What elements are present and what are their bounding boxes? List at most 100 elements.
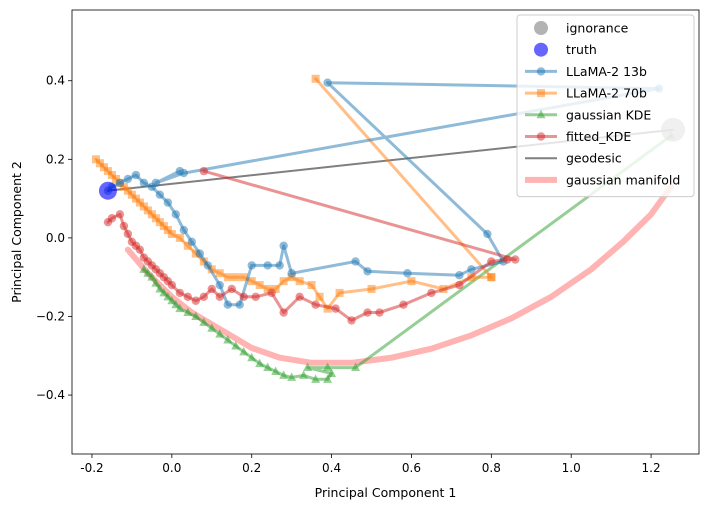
point-fitted-kde <box>183 292 193 302</box>
legend-swatch <box>534 42 548 57</box>
point-llama-2-13b <box>195 249 204 258</box>
point-llama-2-13b <box>175 166 185 176</box>
legend-item-geodesic: geodesic <box>525 151 622 166</box>
point-gaussian-kde <box>271 366 281 375</box>
point-llama-2-13b <box>455 271 464 280</box>
point-fitted-kde <box>427 288 436 298</box>
point-llama-2-13b <box>115 178 125 188</box>
point-llama-2-70b <box>335 288 344 297</box>
legend-label: LLaMA-2 70b <box>566 86 647 101</box>
legend-item-ignorance: ignorance <box>534 21 629 36</box>
point-llama-2-13b <box>363 267 372 276</box>
legend-item-llama-2-13b: LLaMA-2 13b <box>525 64 647 79</box>
legend-marker <box>536 109 546 119</box>
y-tick-label: 0.0 <box>46 231 65 245</box>
x-tick-label: 1.2 <box>642 461 661 475</box>
series-llama-2-13b <box>103 78 664 309</box>
point-gaussian-kde <box>143 268 153 277</box>
point-gaussian-kde <box>159 287 169 297</box>
point-gaussian-kde <box>183 307 193 317</box>
point-gaussian-kde <box>175 303 185 313</box>
point-llama-2-13b <box>187 237 197 247</box>
point-gaussian-kde <box>323 374 333 383</box>
point-gaussian-kde <box>167 295 177 305</box>
point-gaussian-kde <box>139 264 149 273</box>
point-fitted-kde <box>311 300 320 309</box>
point-gaussian-kde <box>351 362 361 372</box>
point-gaussian-kde <box>231 340 241 350</box>
series-gaussian-manifold <box>124 183 674 366</box>
point-llama-2-13b <box>151 178 161 188</box>
point-gaussian-kde <box>171 299 181 309</box>
series-line-llama-2-13b <box>106 81 661 307</box>
point-llama-2-70b <box>223 273 232 282</box>
point-fitted-kde <box>363 308 372 317</box>
point-llama-2-13b <box>171 210 181 219</box>
y-tick-label: −0.2 <box>36 309 65 323</box>
legend-item-fitted-kde: fitted_KDE <box>525 129 631 144</box>
point-llama-2-70b <box>247 277 256 286</box>
x-tick-label: 0.6 <box>402 461 421 475</box>
point-llama-2-13b <box>203 261 212 270</box>
point-llama-2-70b <box>295 277 304 286</box>
y-axis-label: Principal Component 2 <box>9 161 24 303</box>
point-llama-2-13b <box>263 261 272 270</box>
point-fitted-kde <box>239 292 248 302</box>
point-llama-2-13b <box>403 269 412 278</box>
x-tick-label: -0.2 <box>80 461 103 475</box>
point-gaussian-kde <box>151 278 161 287</box>
point-llama-2-70b <box>367 284 376 293</box>
point-truth <box>98 181 117 200</box>
point-gaussian-kde <box>303 362 313 372</box>
point-gaussian-kde <box>239 346 249 356</box>
point-fitted-kde <box>399 300 408 309</box>
legend-label: truth <box>566 42 597 57</box>
point-fitted-kde <box>503 255 512 264</box>
point-fitted-kde <box>511 255 520 264</box>
point-gaussian-kde <box>215 329 225 338</box>
point-llama-2-70b <box>315 292 324 301</box>
point-llama-2-70b <box>487 273 496 282</box>
point-fitted-kde <box>227 284 236 294</box>
point-gaussian-kde <box>299 370 309 379</box>
point-gaussian-kde <box>287 372 297 381</box>
point-llama-2-70b <box>323 304 332 313</box>
point-llama-2-70b <box>307 281 316 290</box>
point-llama-2-13b <box>287 269 296 278</box>
legend-marker <box>536 132 546 141</box>
point-llama-2-70b <box>271 284 280 293</box>
point-fitted-kde <box>199 166 208 176</box>
point-fitted-kde <box>191 296 201 305</box>
point-fitted-kde <box>135 245 145 254</box>
point-fitted-kde <box>175 288 185 298</box>
point-llama-2-13b <box>123 174 133 184</box>
point-gaussian-kde <box>311 374 321 383</box>
point-gaussian-kde <box>327 368 337 377</box>
point-fitted-kde <box>107 214 117 223</box>
x-axis-label: Principal Component 1 <box>315 485 457 500</box>
point-fitted-kde <box>115 210 125 219</box>
point-fitted-kde <box>347 316 356 325</box>
x-tick-label: 0.2 <box>242 461 261 475</box>
point-fitted-kde <box>251 292 260 302</box>
point-llama-2-13b <box>235 300 244 309</box>
point-llama-2-13b <box>139 178 149 188</box>
point-llama-2-13b <box>163 198 173 207</box>
y-tick-label: 0.2 <box>46 152 65 166</box>
x-tick-label: 0.4 <box>322 461 341 475</box>
point-llama-2-70b <box>279 277 288 286</box>
plot-frame <box>71 9 700 455</box>
legend-label: gaussian KDE <box>566 107 651 122</box>
point-gaussian-kde <box>155 283 165 293</box>
point-llama-2-70b <box>183 241 192 250</box>
point-gaussian-kde <box>255 358 265 368</box>
point-gaussian-kde <box>279 370 289 379</box>
point-llama-2-13b <box>483 229 492 239</box>
point-llama-2-13b <box>131 170 141 180</box>
x-tick-label: 0.0 <box>162 461 181 475</box>
legend-label: gaussian manifold <box>566 172 680 187</box>
point-gaussian-kde <box>247 352 257 362</box>
legend-label: LLaMA-2 13b <box>566 64 647 79</box>
point-fitted-kde <box>199 292 208 302</box>
